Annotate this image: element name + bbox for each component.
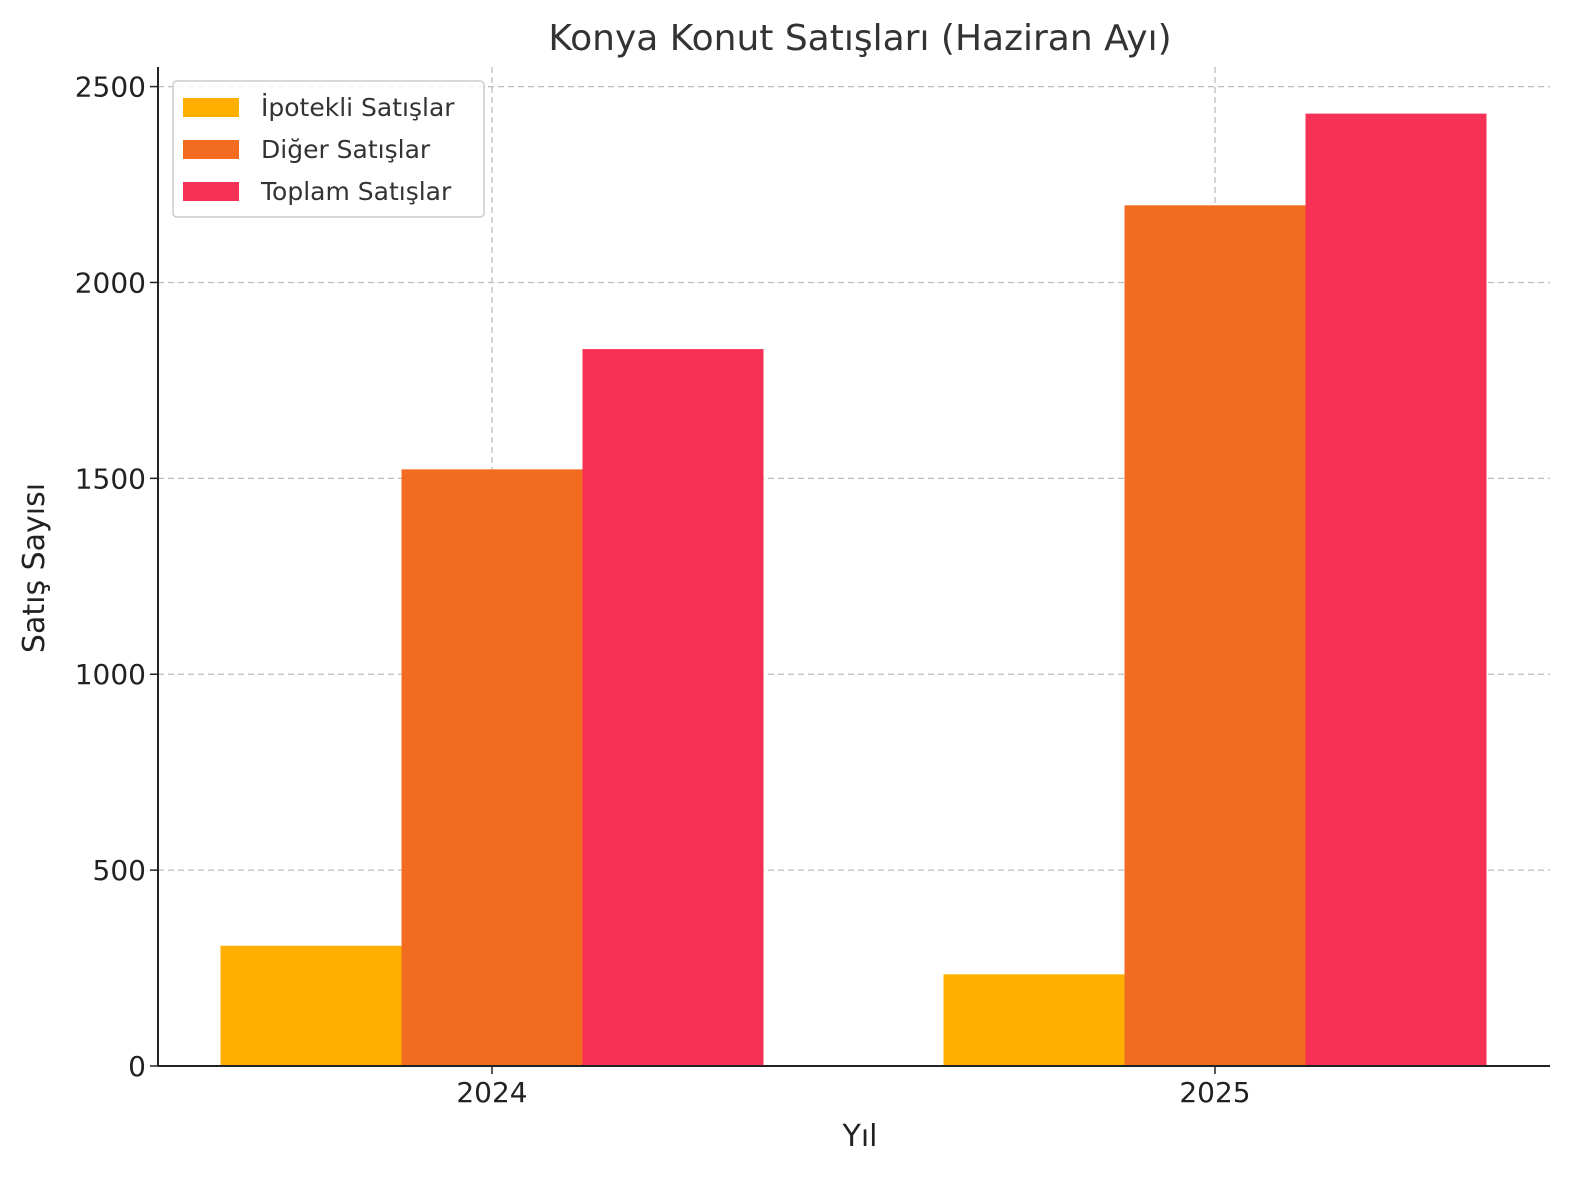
bar-2025-series-3 (1305, 113, 1487, 1067)
bars (220, 113, 1487, 1067)
axes (157, 67, 1550, 1067)
legend: İpotekli Satışlar Diğer Satışlar Toplam Sa… (172, 80, 485, 218)
legend-swatch (183, 98, 239, 117)
bar-2025-series-2 (1124, 205, 1306, 1066)
x-axis-label: Yıl (842, 1119, 878, 1154)
y-tick-label: 500 (93, 854, 146, 887)
legend-box (172, 80, 485, 218)
y-tick-label: 1500 (75, 462, 146, 495)
y-tick-label: 1000 (75, 658, 146, 691)
legend-swatch (183, 182, 239, 201)
legend-label: Toplam Satışlar (260, 177, 452, 206)
legend-swatch (183, 140, 239, 159)
bar-2025-series-1 (943, 974, 1125, 1066)
bar-2024-series-2 (401, 469, 583, 1066)
legend-label: Diğer Satışlar (261, 135, 431, 164)
y-tick-label: 0 (128, 1050, 146, 1083)
y-tick-label: 2000 (75, 266, 146, 299)
x-tick-label: 2024 (456, 1076, 527, 1109)
bar-2024-series-3 (582, 349, 764, 1067)
legend-label: İpotekli Satışlar (261, 93, 455, 122)
x-axis-ticks: 2024 2025 (456, 1066, 1251, 1109)
chart-title: Konya Konut Satışları (Haziran Ayı) (548, 18, 1171, 59)
bar-2024-series-1 (220, 945, 402, 1066)
y-axis-ticks: 0 500 1000 1500 2000 2500 (75, 71, 158, 1083)
y-tick-label: 2500 (75, 71, 146, 104)
y-axis-label: Satış Sayısı (17, 483, 52, 653)
x-tick-label: 2025 (1179, 1076, 1250, 1109)
